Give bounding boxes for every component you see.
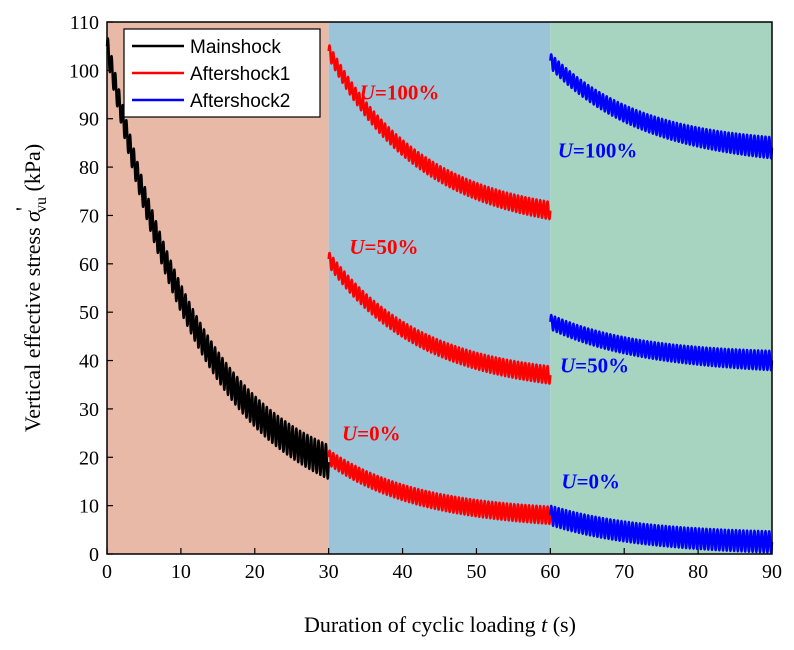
series-line-aftershock2-u-50- <box>549 313 774 372</box>
series-line-aftershock2-u-100- <box>549 53 774 160</box>
y-tick-label: 100 <box>69 60 99 82</box>
annotation-value: =50% <box>365 235 419 259</box>
annotation-variable: U <box>360 80 377 104</box>
y-axis-title: Vertical effective stress σ'vu (kPa) <box>11 144 50 432</box>
series-line-mainshock <box>105 37 330 480</box>
curve-annotation: U=0% <box>342 421 401 445</box>
y-axis-title-subscript: vu <box>33 197 50 213</box>
x-tick-label: 10 <box>171 561 191 583</box>
legend-label: Aftershock1 <box>190 64 290 85</box>
x-tick-label: 90 <box>762 561 782 583</box>
y-axis-title-prime: ' <box>11 207 36 211</box>
y-tick-label: 20 <box>79 447 99 469</box>
series-lines <box>105 37 774 554</box>
y-tick-label: 40 <box>79 351 99 373</box>
y-tick-label: 90 <box>79 109 99 131</box>
legend: Mainshock Aftershock1 Aftershock2 <box>123 28 321 118</box>
y-tick-label: 10 <box>79 496 99 518</box>
curve-annotation: U=100% <box>360 80 440 104</box>
y-tick-label: 60 <box>79 254 99 276</box>
annotation-value: =100% <box>375 80 439 104</box>
series-line-aftershock2-u-0- <box>549 504 774 554</box>
series-line-aftershock1-u-50- <box>327 251 552 385</box>
y-tick-label: 30 <box>79 399 99 421</box>
curve-annotations: U=100%U=50%U=0%U=100%U=50%U=0% <box>342 80 637 493</box>
legend-label: Mainshock <box>190 37 281 58</box>
x-tick-label: 60 <box>540 561 560 583</box>
y-tick-label: 50 <box>79 302 99 324</box>
curve-annotation: U=0% <box>561 470 620 494</box>
x-tick-label: 20 <box>245 561 265 583</box>
x-tick-labels: 0 10 20 30 40 50 60 70 80 90 <box>102 561 782 583</box>
series-line-aftershock1-u-100- <box>327 44 552 221</box>
y-tick-label: 110 <box>70 12 99 34</box>
annotation-variable: U <box>558 138 575 162</box>
legend-label: Aftershock2 <box>190 91 290 112</box>
curve-annotation: U=50% <box>349 235 418 259</box>
x-axis-title-variable: t <box>541 612 548 637</box>
y-tick-label: 80 <box>79 157 99 179</box>
curve-annotation: U=50% <box>560 354 629 378</box>
plot-frame <box>106 21 773 555</box>
annotation-variable: U <box>349 235 366 259</box>
y-tick-label: 70 <box>79 205 99 227</box>
y-tick-label: 0 <box>89 544 99 566</box>
x-tick-label: 70 <box>614 561 634 583</box>
series-line-aftershock1-u-0- <box>327 449 552 526</box>
y-axis-title-unit: (kPa) <box>20 144 45 197</box>
annotation-value: =0% <box>577 470 620 494</box>
y-axis-title-prefix: Vertical effective stress <box>20 222 45 432</box>
annotation-value: =50% <box>575 354 629 378</box>
annotation-variable: U <box>342 421 359 445</box>
annotation-variable: U <box>561 470 578 494</box>
x-axis-title-unit: (s) <box>547 612 576 637</box>
x-tick-label: 40 <box>393 561 413 583</box>
x-tick-label: 50 <box>466 561 486 583</box>
x-axis-title-prefix: Duration of cyclic loading <box>304 612 541 637</box>
y-tick-labels: 0 10 20 30 40 50 60 70 80 90 100 110 <box>69 12 99 566</box>
curve-annotation: U=100% <box>558 138 638 162</box>
x-tick-label: 0 <box>102 561 112 583</box>
x-tick-label: 80 <box>688 561 708 583</box>
legend-entries: Mainshock Aftershock1 Aftershock2 <box>132 37 290 112</box>
x-axis-title: Duration of cyclic loading t (s) <box>304 612 576 637</box>
region-aftershock2 <box>550 22 772 554</box>
annotation-value: =0% <box>357 421 400 445</box>
annotation-variable: U <box>560 354 577 378</box>
y-axis-title-symbol: σ <box>20 210 45 222</box>
annotation-value: =100% <box>573 138 637 162</box>
x-tick-label: 30 <box>319 561 339 583</box>
